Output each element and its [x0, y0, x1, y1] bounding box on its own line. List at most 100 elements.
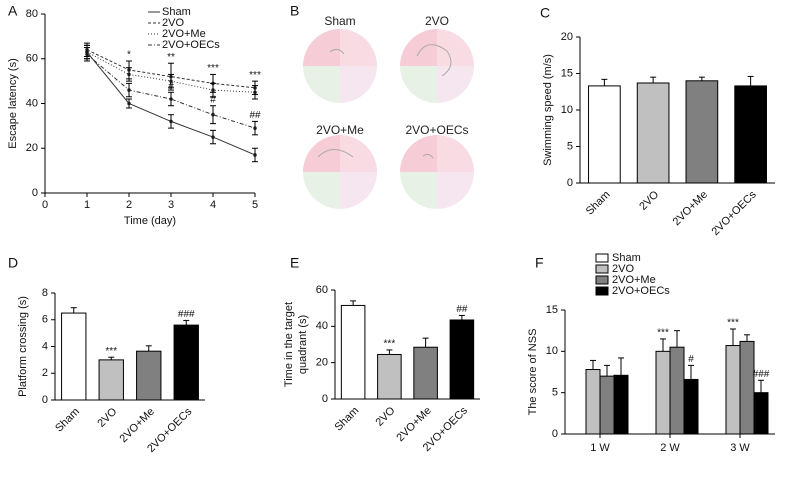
bar: [636, 82, 670, 184]
x-axis-label: Time (day): [124, 215, 176, 227]
x-tick-label: 5: [252, 199, 258, 211]
x-tick-label: Sham: [332, 405, 361, 434]
bar: [739, 340, 755, 435]
significance: ***: [384, 339, 396, 350]
x-tick-label: 1: [84, 199, 90, 211]
panel-letter: A: [8, 3, 18, 19]
bar: [669, 346, 685, 435]
legend-label: 2VO+OECs: [162, 39, 220, 51]
bar: [599, 375, 615, 435]
x-tick-label: 2VO: [95, 405, 119, 429]
significance: **: [167, 52, 175, 63]
bar: [683, 378, 699, 435]
x-tick-label: Sham: [584, 189, 613, 218]
y-tick-label: 2: [42, 367, 48, 379]
x-tick-label: 2VO+Me: [671, 189, 710, 228]
x-tick-label: 0: [42, 199, 48, 211]
bar: [98, 359, 124, 401]
y-tick-label: 20: [26, 142, 38, 154]
legend-label: 2VO+OECs: [612, 285, 670, 297]
bar: [449, 319, 475, 400]
y-tick-label: 0: [322, 393, 328, 405]
x-tick-label: 2 W: [660, 442, 680, 454]
significance: ***: [249, 70, 261, 81]
y-tick-label: 5: [567, 140, 573, 152]
y-tick-label: 40: [26, 97, 38, 109]
significance: #: [210, 94, 216, 105]
x-tick-label: 2VO: [373, 404, 397, 428]
y-tick-label: 4: [42, 340, 48, 352]
y-tick-label: 40: [316, 320, 328, 332]
x-tick-label: 2VO+Me: [118, 406, 157, 445]
significance: *: [127, 50, 131, 61]
y-tick-label: 6: [42, 314, 48, 326]
bar: [734, 85, 767, 184]
panel-letter: B: [290, 3, 299, 19]
y-tick-label: 0: [32, 187, 38, 199]
significance: ***: [105, 346, 117, 357]
y-tick-label: 0: [552, 428, 558, 440]
y-tick-label: 60: [26, 53, 38, 65]
significance: ###: [178, 309, 195, 320]
y-tick-label: 10: [561, 104, 573, 116]
bar: [725, 345, 741, 435]
maze-title: Sham: [324, 14, 355, 28]
y-tick-label: 0: [567, 177, 573, 189]
bar: [685, 80, 719, 184]
maze-title: 2VO: [425, 14, 449, 28]
maze-images: [303, 29, 474, 209]
panel-letter: E: [290, 255, 299, 271]
maze-title: 2VO+OECs: [405, 123, 468, 137]
panel-letter: D: [8, 255, 18, 271]
y-tick-label: 0: [42, 394, 48, 406]
significance: ***: [727, 318, 739, 329]
y-axis-label: Time in the target: [283, 302, 295, 387]
legend-label: 2VO: [612, 263, 634, 275]
y-tick-label: 15: [546, 304, 558, 316]
y-tick-label: 60: [316, 284, 328, 296]
legend-label: Sham: [162, 6, 191, 18]
x-tick-label: 2VO+OECs: [709, 188, 759, 238]
legend-label: 2VO+Me: [612, 274, 656, 286]
bar: [413, 346, 438, 400]
y-tick-label: 10: [546, 345, 558, 357]
y-tick-label: 20: [316, 357, 328, 369]
bar: [136, 350, 162, 401]
legend-swatch: [595, 286, 609, 296]
x-tick-label: 2: [126, 199, 132, 211]
x-tick-label: 1 W: [590, 442, 610, 454]
y-tick-label: 15: [561, 67, 573, 79]
panel-letter: F: [535, 255, 544, 271]
legend-label: 2VO: [162, 17, 184, 29]
y-tick-label: 8: [42, 287, 48, 299]
legend-label: 2VO+Me: [162, 28, 206, 40]
x-tick-label: 2VO: [637, 188, 661, 212]
significance: ***: [207, 63, 219, 74]
bar: [377, 353, 402, 400]
x-tick-label: 3: [168, 199, 174, 211]
y-tick-label: 20: [561, 31, 573, 43]
x-tick-label: 4: [210, 199, 216, 211]
significance: ###: [753, 369, 770, 380]
bar: [613, 374, 629, 435]
bar: [585, 369, 601, 435]
y-axis-label: Escape latency (s): [7, 58, 19, 148]
line: [86, 53, 256, 129]
legend-swatch: [595, 264, 609, 274]
bar: [340, 304, 366, 400]
legend-swatch: [595, 275, 609, 285]
y-tick-label: 5: [552, 387, 558, 399]
significance: ##: [249, 110, 261, 121]
bar: [173, 324, 199, 401]
bar: [655, 350, 671, 435]
x-tick-label: 3 W: [730, 442, 750, 454]
x-tick-label: Sham: [53, 406, 82, 435]
y-axis-label: Swimming speed (m/s): [542, 54, 554, 166]
legend-swatch: [595, 253, 609, 263]
legend-label: Sham: [612, 252, 641, 264]
bar: [588, 85, 621, 184]
significance: ##: [456, 304, 468, 315]
y-tick-label: 80: [26, 8, 38, 20]
y-axis-label: quadrant (s): [297, 315, 309, 374]
